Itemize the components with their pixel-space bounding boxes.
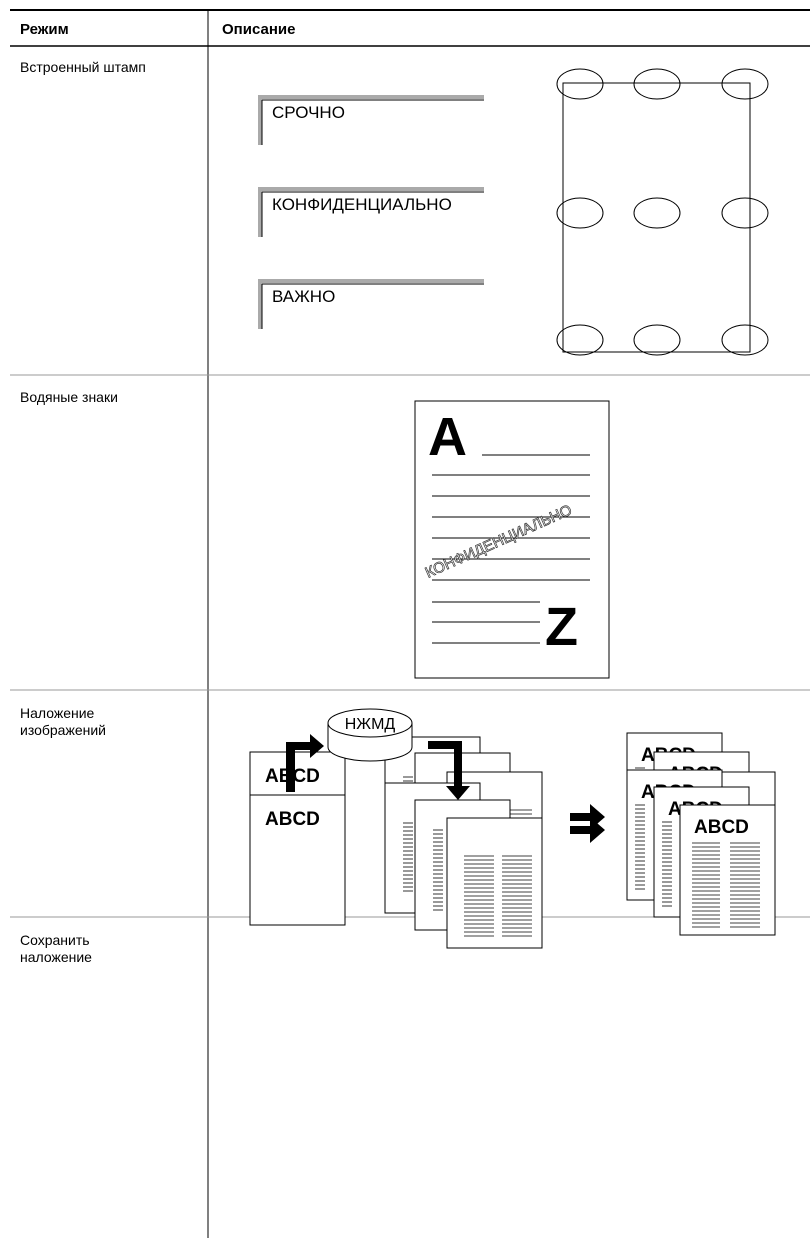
disk-top xyxy=(327,708,413,738)
arrow xyxy=(570,817,605,843)
page xyxy=(562,82,751,353)
stamp-text: ВАЖНО xyxy=(272,287,335,306)
mode-label: Водяные знаки xyxy=(20,389,118,405)
stamp-text: КОНФИДЕНЦИАЛЬНО xyxy=(272,195,452,214)
stamp-position xyxy=(633,197,681,229)
page xyxy=(679,804,776,936)
stamp-position xyxy=(633,68,681,100)
mode-label: Сохранить xyxy=(20,932,90,948)
overlay-text: ABCD xyxy=(265,809,320,830)
stamp-shadow xyxy=(258,187,262,237)
stamp-text: СРОЧНО xyxy=(272,103,345,122)
mode-label: Встроенный штамп xyxy=(20,59,146,75)
header-cell: Описание xyxy=(222,21,295,38)
stamp-position xyxy=(633,324,681,356)
page xyxy=(249,794,346,926)
overlay-text: ABCD xyxy=(694,817,749,838)
mode-label: изображений xyxy=(20,722,106,738)
stamp-shadow xyxy=(258,187,484,191)
flow-arrow xyxy=(428,741,470,800)
flow-arrow xyxy=(286,734,324,792)
page xyxy=(414,400,610,679)
stamp-shadow xyxy=(258,95,484,99)
mode-label: Наложение xyxy=(20,705,95,721)
stamp-position xyxy=(556,68,604,100)
stamp-shadow xyxy=(258,95,262,145)
page-letter: Z xyxy=(545,597,578,657)
stamp-position xyxy=(721,68,769,100)
stamp-position xyxy=(721,197,769,229)
disk-label: НЖМД xyxy=(345,716,396,733)
page xyxy=(446,817,543,949)
stamp-position xyxy=(556,197,604,229)
stamp-position xyxy=(556,324,604,356)
stamp-shadow xyxy=(258,279,484,283)
page-letter: A xyxy=(428,407,467,467)
stamp-shadow xyxy=(258,279,262,329)
header-cell: Режим xyxy=(20,21,69,38)
stamp-position xyxy=(721,324,769,356)
mode-label: наложение xyxy=(20,949,92,965)
